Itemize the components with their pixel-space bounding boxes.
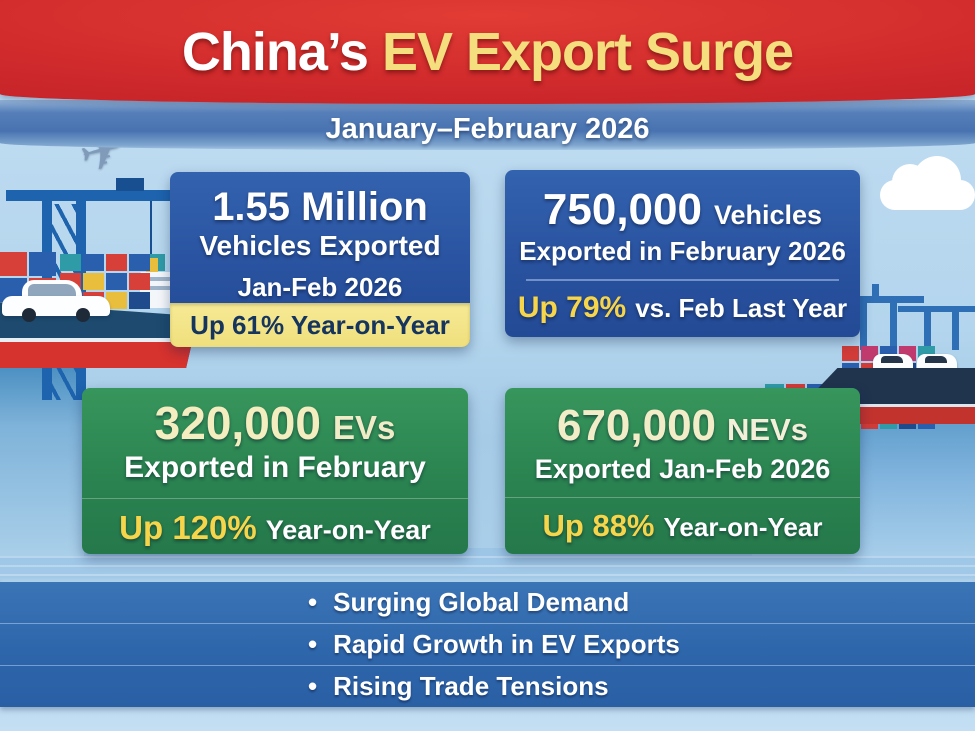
page-title: China’s EV Export Surge — [181, 21, 794, 83]
stat-change: Up 120% — [119, 509, 257, 546]
stat-unit: EVs — [332, 409, 396, 446]
stat-desc: Vehicles Exported — [199, 230, 441, 261]
stat-change-context: Year-on-Year — [663, 512, 823, 542]
title-main: EV Export Surge — [381, 22, 794, 82]
sea-ripples — [0, 556, 975, 580]
stat-unit: NEVs — [727, 412, 809, 447]
card-divider — [505, 497, 860, 498]
stat-value: 670,000 — [556, 401, 717, 450]
subtitle-text: January–February 2026 — [325, 112, 650, 145]
card-divider — [526, 279, 839, 281]
stat-period: Jan-Feb 2026 — [237, 272, 403, 302]
stat-card-nevs: 670,000 NEVs Exported Jan-Feb 2026 Up 88… — [505, 388, 860, 554]
key-point-row: • Surging Global Demand — [0, 582, 975, 623]
stat-value: 320,000 — [154, 397, 321, 449]
key-point-row: • Rapid Growth in EV Exports — [0, 623, 975, 665]
subtitle-band: January–February 2026 — [0, 100, 975, 150]
harbor-cranes-icon — [840, 284, 975, 350]
key-point-row: • Rising Trade Tensions — [0, 665, 975, 707]
bullet-icon: • — [308, 671, 318, 701]
bullet-icon: • — [308, 629, 318, 659]
stat-unit: Vehicles — [713, 200, 823, 230]
stat-card-total-vehicles: 1.55 Million Vehicles Exported Jan-Feb 2… — [170, 172, 470, 347]
key-point-text: Rising Trade Tensions — [333, 671, 609, 701]
stat-value: 750,000 — [542, 185, 702, 234]
stat-change-context: Year-on-Year — [265, 515, 431, 545]
stat-change: Up 88% — [542, 508, 655, 543]
stat-card-feb-evs: 320,000 EVs Exported in February Up 120%… — [82, 388, 468, 554]
car-icon — [917, 354, 957, 370]
key-point-text: Surging Global Demand — [333, 587, 630, 617]
key-point-text: Rapid Growth in EV Exports — [333, 629, 680, 659]
bullet-icon: • — [308, 587, 318, 617]
title-prefix: China’s — [181, 22, 369, 82]
stat-change: Up 79% — [517, 291, 627, 324]
stat-desc: Exported Jan-Feb 2026 — [534, 454, 831, 484]
car-icon — [2, 280, 112, 322]
stat-card-feb-vehicles: 750,000 Vehicles Exported in February 20… — [505, 170, 860, 337]
stat-desc: Exported in February 2026 — [519, 236, 846, 266]
card-divider — [82, 498, 468, 499]
stat-value: 1.55 Million — [212, 185, 428, 229]
header-banner: China’s EV Export Surge — [0, 0, 975, 104]
stat-change-strip: Up 61% Year-on-Year — [170, 303, 470, 347]
stat-desc: Exported in February — [124, 451, 426, 484]
car-icon — [873, 354, 913, 370]
cloud-icon — [880, 156, 975, 210]
stat-change-context: vs. Feb Last Year — [635, 293, 848, 323]
key-points-panel: • Surging Global Demand • Rapid Growth i… — [0, 582, 975, 707]
